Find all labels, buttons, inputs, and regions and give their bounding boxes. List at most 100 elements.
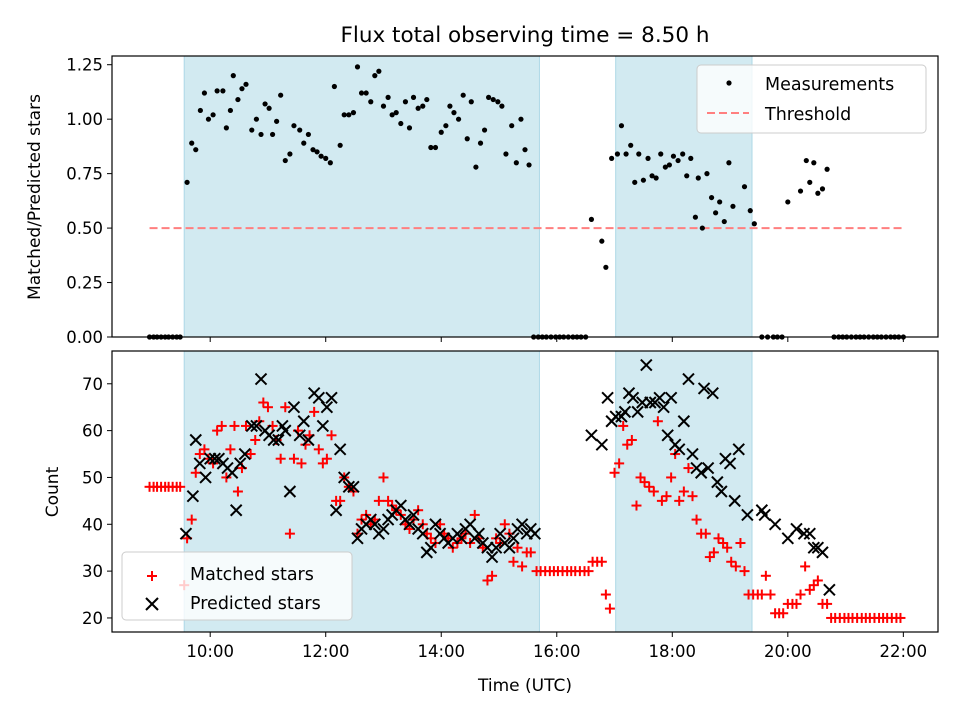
measurement-point [368, 99, 374, 105]
matched-star-point [795, 589, 806, 600]
measurement-point [662, 164, 668, 170]
measurement-point [291, 123, 297, 129]
predicted-star-point [694, 466, 708, 479]
legend-matched-label: Matched stars [190, 565, 314, 585]
measurement-point [305, 131, 311, 138]
predicted-star-point [758, 508, 771, 522]
measurement-point [314, 149, 320, 155]
measurement-point [486, 94, 492, 100]
bottom-y-tick-label: 70 [82, 375, 103, 394]
matched-star-point [175, 481, 186, 492]
predicted-star-point [347, 480, 360, 494]
measurement-point [385, 94, 391, 100]
matched-star-point [644, 481, 655, 492]
predicted-star-point [351, 532, 364, 545]
predicted-star-point [186, 489, 200, 503]
measurement-point [481, 127, 488, 133]
predicted-star-point [293, 429, 306, 442]
measurement-point [824, 166, 830, 172]
measurement-point [201, 90, 208, 96]
measurement-point [609, 155, 615, 161]
measurement-point [438, 129, 444, 135]
matched-star-point [275, 453, 286, 464]
predicted-star-point [316, 419, 330, 433]
top-y-tick-label: 1.00 [66, 110, 103, 129]
predicted-star-point [609, 410, 622, 423]
predicted-star-point [728, 494, 741, 508]
measurement-point [341, 112, 347, 118]
figure-title: Flux total observing time = 8.50 h [341, 23, 710, 48]
legend-threshold-label: Threshold [764, 105, 851, 125]
matched-star-point [232, 486, 243, 497]
matched-star-point [687, 491, 698, 502]
measurement-point [588, 216, 595, 222]
matched-star-point [722, 542, 733, 553]
predicted-star-point [193, 457, 207, 470]
matched-star-point [708, 547, 719, 558]
predicted-star-point [673, 443, 686, 456]
measurement-point [278, 92, 284, 98]
matched-star-point [713, 533, 724, 544]
matched-star-point [525, 547, 536, 558]
measurement-point [389, 112, 395, 118]
measurement-point [189, 140, 195, 146]
predicted-star-point [803, 527, 816, 540]
predicted-star-point [493, 527, 507, 540]
matched-star-point [288, 453, 299, 464]
predicted-star-point [489, 541, 503, 554]
bottom-x-tick-label: 10:00 [186, 642, 234, 661]
matched-star-point [262, 402, 273, 413]
matched-star-point [241, 420, 252, 431]
predicted-star-point [807, 541, 821, 554]
matched-star-point [639, 477, 650, 488]
measurement-point [666, 162, 673, 168]
bottom-y-tick-label: 60 [82, 422, 103, 441]
bottom-legend: Matched stars Predicted stars [121, 551, 353, 621]
predicted-star-point [179, 527, 193, 540]
matched-star-point [614, 458, 625, 469]
measurement-point [680, 151, 686, 157]
measurement-point [415, 105, 421, 111]
matched-star-point [482, 575, 493, 586]
bottom-y-tick-label: 30 [82, 562, 103, 581]
measurement-point [447, 103, 453, 109]
matched-star-point [313, 444, 324, 455]
measurement-point [287, 151, 293, 157]
measurement-point [526, 162, 532, 168]
matched-star-point [765, 589, 776, 600]
measurement-point [518, 116, 524, 122]
predicted-star-point [515, 518, 529, 531]
bottom-x-axis-label: Time (UTC) [477, 676, 572, 696]
measurement-point [460, 92, 466, 98]
matched-star-point [487, 570, 498, 581]
measurement-point [223, 125, 229, 131]
matched-star-point [674, 495, 685, 506]
measurement-point [684, 173, 690, 179]
predicted-star-point [631, 405, 644, 419]
bottom-x-tick-label: 14:00 [417, 642, 465, 661]
measurement-point [464, 136, 470, 142]
top-y-tick-label: 0.25 [66, 274, 103, 293]
top-legend-box [696, 64, 927, 134]
measurement-point [455, 116, 462, 122]
bottom-x-tick-label: 22:00 [880, 642, 928, 661]
bottom-data-marks [144, 358, 906, 623]
top-y-tick-label: 0.00 [66, 328, 103, 347]
measurement-point [499, 103, 505, 109]
measurement-point [477, 140, 484, 146]
measurement-point [443, 123, 449, 129]
predicted-star-point [297, 415, 310, 428]
measurement-point [653, 175, 659, 181]
predicted-star-point [640, 358, 653, 372]
predicted-star-point [823, 583, 836, 597]
predicted-star-point [199, 471, 212, 484]
measurement-point [262, 101, 268, 107]
predicted-star-point [283, 485, 297, 498]
matched-star-point [756, 589, 767, 600]
matched-star-point [225, 444, 236, 455]
predicted-star-point [342, 480, 356, 494]
predicted-star-point [279, 424, 292, 437]
bottom-y-tick-label: 50 [82, 468, 103, 487]
measurement-point [675, 157, 681, 164]
predicted-star-point [790, 522, 803, 536]
